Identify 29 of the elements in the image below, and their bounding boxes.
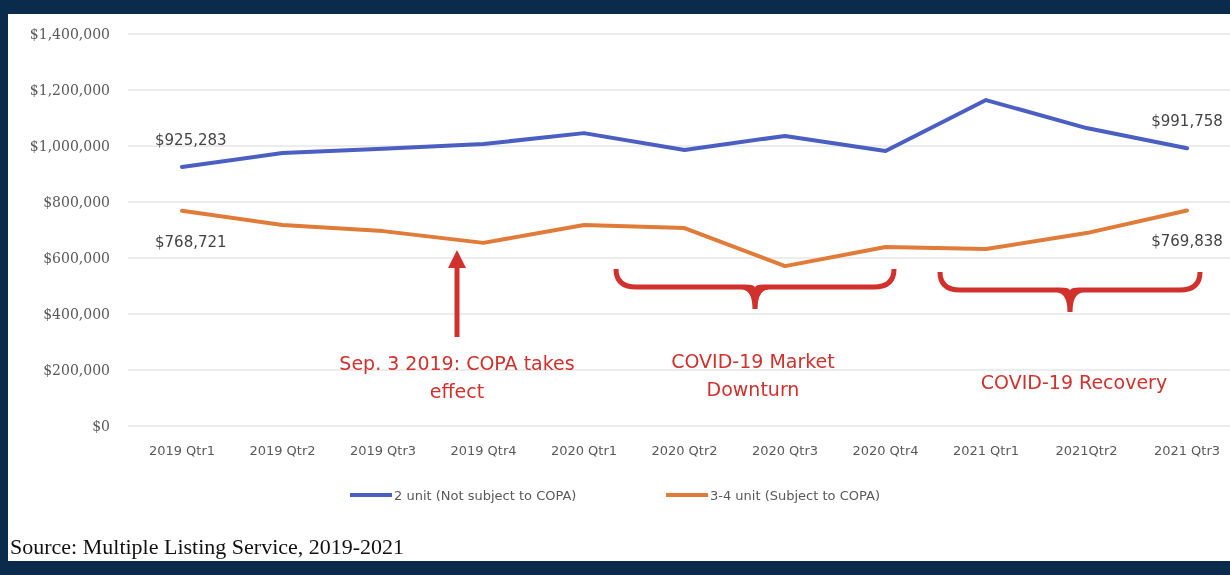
- x-tick-label: 2019 Qtr2: [249, 443, 316, 458]
- y-tick-label: $1,400,000: [29, 25, 110, 42]
- x-tick-label: 2019 Qtr1: [148, 443, 216, 458]
- x-tick-label: 2021 Qtr1: [952, 443, 1020, 458]
- data-label: $768,721: [155, 232, 227, 251]
- data-label: $769,838: [1151, 232, 1223, 251]
- annotation: COVID-19 Recovery: [980, 371, 1168, 393]
- source-note: Source: Multiple Listing Service, 2019-2021: [10, 534, 405, 559]
- y-tick-label: $1,200,000: [29, 81, 110, 98]
- x-tick-label: 2020 Qtr2: [651, 443, 718, 458]
- x-tick-label: 2020 Qtr1: [550, 443, 618, 458]
- data-label: $991,758: [1151, 112, 1223, 131]
- annotation: Sep. 3 2019: COPA takes effect: [339, 352, 575, 402]
- x-tick-label: 2019 Qtr4: [450, 443, 517, 458]
- y-tick-label: $0: [92, 417, 110, 434]
- x-tick-label: 2021Qtr2: [1055, 443, 1118, 458]
- x-tick-label: 2020 Qtr3: [751, 443, 819, 458]
- annotation: COVID-19 Market Downturn: [671, 350, 835, 400]
- legend-label: 3-4 unit (Subject to COPA): [710, 487, 880, 503]
- x-tick-label: 2020 Qtr4: [852, 443, 919, 458]
- legend-label: 2 unit (Not subject to COPA): [394, 487, 577, 503]
- y-tick-label: $800,000: [43, 193, 110, 210]
- x-tick-label: 2021 Qtr3: [1153, 443, 1221, 458]
- y-tick-label: $1,000,000: [29, 137, 110, 154]
- x-tick-label: 2019 Qtr3: [349, 443, 417, 458]
- y-tick-label: $200,000: [43, 361, 110, 378]
- data-label: $925,283: [155, 130, 227, 149]
- y-tick-label: $600,000: [43, 249, 110, 266]
- y-tick-label: $400,000: [43, 305, 110, 322]
